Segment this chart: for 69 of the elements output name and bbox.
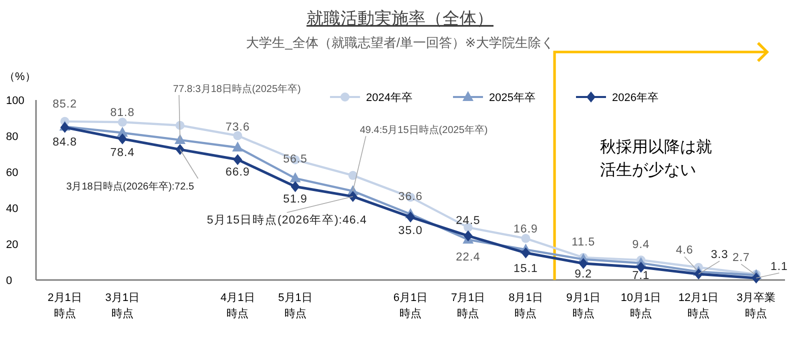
chart-title: 就職活動実施率（全体） [306,9,494,28]
y-tick-label: 40 [6,203,18,215]
data-label: 5月15日時点(2026年卒):46.4 [206,212,367,226]
y-tick-label: 20 [6,239,18,251]
x-tick-label: 7月1日時点 [450,292,486,320]
y-axis-title: （%） [4,71,36,83]
data-label: 11.5 [572,236,596,248]
point [233,154,242,166]
point [464,230,473,242]
point [578,258,588,269]
point [176,120,185,130]
y-tick-label: 100 [6,95,24,107]
data-label: 35.0 [398,225,423,237]
point [174,134,186,144]
point [348,170,358,180]
data-label: 15.1 [514,262,538,275]
point [232,142,244,152]
x-tick-label: 6月1日時点 [393,292,428,320]
point [521,234,530,243]
data-label: 51.9 [283,194,308,206]
point [694,268,704,280]
point [233,131,242,140]
data-label: 3月18日時点(2026年卒):72.5 [66,180,194,192]
x-tick-label: 3月卒業時点 [736,291,776,320]
point [521,247,530,258]
legend-label: 2026年卒 [612,91,658,104]
y-tick-label: 60 [6,167,18,179]
y-tick-label: 0 [6,275,12,287]
data-label: 84.8 [52,136,78,148]
point [406,212,415,222]
chart-subtitle: 大学生_全体（就職志望者/単一回答）※大学院生除く [246,35,554,50]
x-tick-label: 4月1日時点 [220,292,255,320]
data-label: 22.4 [456,252,480,264]
point [290,181,300,192]
point [118,118,127,127]
point [348,190,358,202]
data-label: 56.5 [283,153,308,166]
data-label: 77.8:3月18日時点(2025年卒) [173,82,301,95]
data-label: 9.2 [574,268,592,280]
x-tick-label: 8月1日時点 [508,292,543,320]
x-tick-label: 10月1日時点 [620,292,662,320]
data-label: 9.4 [632,239,650,252]
data-label: 73.6 [225,122,250,134]
data-label: 24.5 [456,214,480,227]
point [290,172,301,182]
point [176,144,185,155]
data-label: 49.4:5月15日時点(2025年卒) [360,124,488,136]
data-label: 66.9 [225,166,250,179]
x-tick-label: 3月1日時点 [105,292,140,320]
point [752,272,761,284]
legend-label: 2025年卒 [489,91,536,104]
legend-label: 2024年卒 [366,91,412,104]
point [118,133,127,144]
data-label: 85.2 [52,98,78,111]
data-label: 4.6 [676,244,694,257]
data-label: 16.9 [514,224,538,236]
annotation: 秋採用以降は就活生が少ない [600,138,712,179]
x-tick-label: 5月1日時点 [278,292,312,320]
data-label: 7.1 [632,270,650,282]
data-label: 2.7 [732,252,750,264]
x-tick-label: 12月1日時点 [678,292,719,320]
y-tick-label: 80 [6,131,18,143]
data-label: 78.4 [110,146,135,159]
data-label: 36.6 [398,191,423,204]
x-tick-label: 9月1日時点 [566,292,600,320]
data-label: 81.8 [110,106,135,119]
data-label: 1.1 [770,261,788,274]
x-tick-label: 2月1日時点 [48,292,82,320]
data-label: 3.3 [710,249,728,262]
